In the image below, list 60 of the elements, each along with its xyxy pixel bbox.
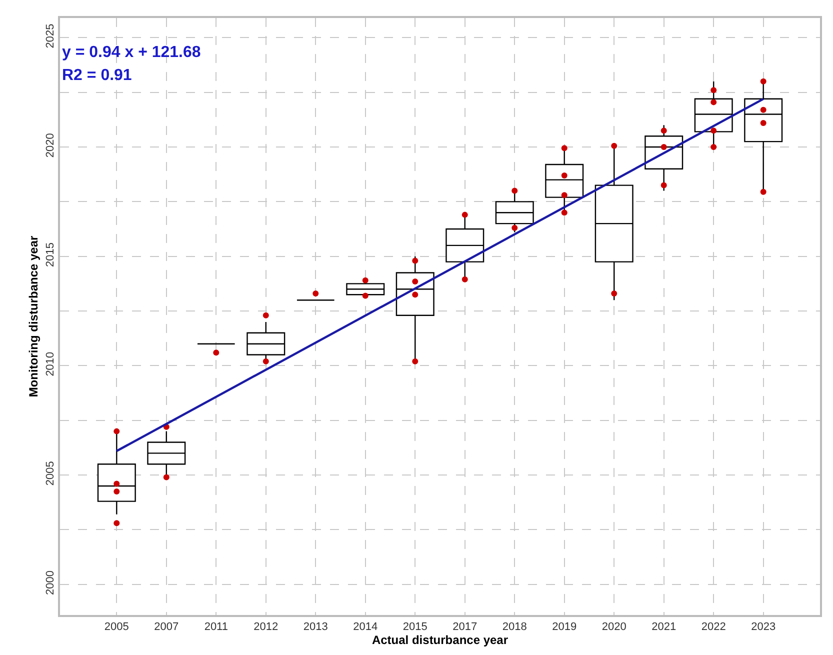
x-axis-title: Actual disturbance year [372, 633, 508, 648]
point [262, 358, 269, 364]
point [412, 358, 418, 364]
point [114, 488, 120, 494]
y-tick-label: 2015 [44, 242, 57, 267]
point [710, 144, 717, 150]
point [114, 428, 120, 434]
point [512, 188, 518, 194]
x-tick-label: 2023 [751, 621, 776, 634]
x-tick-label: 2012 [254, 621, 278, 634]
y-tick-label: 2010 [44, 352, 57, 376]
point [561, 210, 568, 216]
point [412, 278, 418, 285]
y-tick-label: 2020 [44, 133, 57, 158]
point [760, 78, 766, 84]
point [611, 142, 618, 149]
point [660, 144, 667, 150]
x-tick-label: 2013 [303, 621, 328, 634]
point [660, 182, 667, 188]
point [710, 87, 717, 94]
point [262, 312, 269, 318]
y-tick-label: 2000 [44, 570, 57, 595]
x-tick-label: 2014 [353, 621, 378, 634]
x-tick-label: 2020 [602, 621, 626, 634]
point [462, 212, 468, 218]
point [462, 276, 468, 282]
point [512, 224, 518, 231]
x-tick-label: 2019 [552, 621, 577, 634]
point [760, 188, 766, 195]
point [760, 106, 766, 113]
x-tick-label: 2007 [154, 621, 179, 634]
x-tick-label: 2017 [452, 621, 478, 634]
x-tick-label: 2005 [104, 621, 129, 634]
point [362, 292, 368, 299]
point [412, 292, 418, 298]
point [561, 192, 568, 198]
y-axis-title: Monitoring disturbance year [26, 235, 40, 398]
point [660, 128, 667, 134]
point [710, 128, 717, 134]
point [561, 172, 568, 178]
point [362, 277, 368, 284]
point [710, 99, 717, 106]
point [412, 258, 418, 264]
point [114, 520, 120, 526]
point [163, 474, 170, 480]
annotation: y = 0.94 x + 121.68 [62, 44, 201, 61]
point [114, 480, 120, 487]
point [561, 145, 568, 152]
x-tick-label: 2022 [701, 621, 726, 634]
x-tick-label: 2021 [652, 621, 676, 634]
point [312, 290, 319, 297]
x-tick-label: 2011 [204, 621, 228, 634]
y-tick-label: 2025 [44, 24, 57, 48]
x-tick-label: 2015 [402, 621, 428, 634]
y-tick-label: 2005 [44, 461, 57, 486]
point [611, 290, 618, 297]
annotation: R2 = 0.91 [62, 67, 132, 84]
point [760, 120, 766, 126]
x-tick-label: 2018 [502, 621, 527, 634]
point [213, 350, 220, 356]
